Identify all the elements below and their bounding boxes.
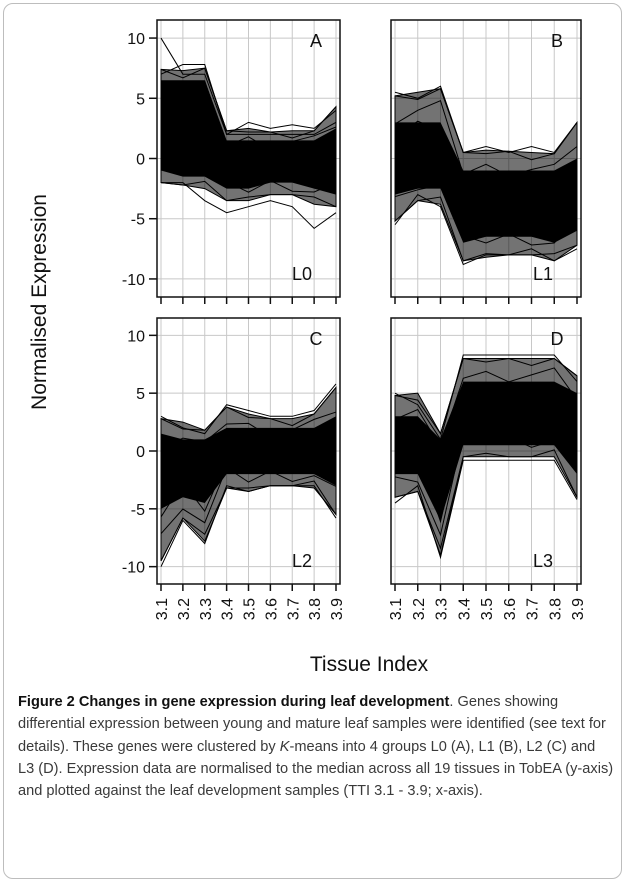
x-tick-label: 3.5 xyxy=(479,598,496,620)
gene-trace xyxy=(160,180,337,208)
x-tick-label: 3.6 xyxy=(263,598,280,620)
y-tick-label: 0 xyxy=(136,444,145,461)
gene-trace xyxy=(160,142,337,188)
gene-trace-outlier xyxy=(160,37,337,135)
x-tick-label: 3.8 xyxy=(547,598,564,620)
expression-core xyxy=(395,122,577,243)
gene-trace xyxy=(160,118,336,174)
x-tick-label: 3.8 xyxy=(307,598,324,620)
gene-trace xyxy=(394,383,578,480)
gene-trace-outlier xyxy=(160,64,337,136)
gene-trace xyxy=(160,80,337,151)
gene-trace xyxy=(394,400,578,493)
gene-trace xyxy=(394,367,578,449)
cluster-label: L3 xyxy=(533,551,553,571)
x-tick-label: 3.4 xyxy=(220,598,237,620)
gene-trace xyxy=(160,480,337,562)
gene-trace xyxy=(160,444,337,484)
caption-body-a: . Genes showing differential expression … xyxy=(18,694,606,755)
gene-trace xyxy=(160,425,337,472)
x-tick-label: 3.7 xyxy=(525,598,542,620)
x-tick-label: 3.4 xyxy=(456,598,473,620)
y-tick-label: 10 xyxy=(127,31,145,48)
panel-letter: A xyxy=(310,31,322,51)
caption-body-b: -means into 4 groups L0 (A), L1 (B), L2 … xyxy=(18,738,614,800)
gene-trace xyxy=(160,466,337,535)
y-tick-label: -10 xyxy=(122,560,145,577)
x-tick-label: 3.3 xyxy=(198,598,215,620)
cluster-label: L2 xyxy=(292,551,312,571)
y-tick-label: -5 xyxy=(131,212,145,229)
gene-trace-outlier xyxy=(161,182,337,230)
gene-trace xyxy=(394,142,578,215)
gene-trace xyxy=(394,120,578,194)
x-tick-label: 3.9 xyxy=(570,598,587,620)
caption-title: Figure 2 Changes in gene expression duri… xyxy=(18,694,450,710)
x-tick-label: 3.9 xyxy=(329,598,346,620)
y-tick-label: -5 xyxy=(131,502,145,519)
gene-trace xyxy=(394,87,578,161)
panel-a: A L0 10 5 0 -5 -10 xyxy=(122,19,341,304)
figure-frame xyxy=(3,3,622,879)
panel-letter: D xyxy=(551,329,564,349)
gene-trace xyxy=(394,357,578,435)
panel-letter: C xyxy=(310,329,323,349)
gene-trace xyxy=(394,432,578,537)
x-tick-label: 3.7 xyxy=(285,598,302,620)
figure-caption: Figure 2 Changes in gene expression duri… xyxy=(18,691,614,802)
gene-trace xyxy=(160,100,337,161)
panel-c: C L2 10 5 0 -5 -10 3.1 3.2 3.3 3.4 3.5 3.6 3.7 3.8 3.9 xyxy=(122,317,346,620)
x-tick-label: 3.6 xyxy=(502,598,519,620)
gene-trace xyxy=(160,159,337,193)
expression-core xyxy=(161,416,336,509)
x-tick-label: 3.1 xyxy=(154,598,171,620)
gene-trace xyxy=(394,160,578,234)
panel-d: D L3 3.1 3.2 3.3 3.4 3.5 3.6 3.7 3.8 3.9 xyxy=(388,317,587,620)
gene-trace xyxy=(394,100,578,177)
gene-trace xyxy=(394,196,578,262)
gene-trace-outlier xyxy=(394,459,578,560)
y-axis-title: Normalised Expression xyxy=(28,194,51,410)
y-tick-label: 5 xyxy=(136,91,145,108)
y-tick-label: -10 xyxy=(122,272,145,289)
caption-kmeans: K xyxy=(279,738,290,755)
gene-trace-outlier xyxy=(160,383,337,435)
gene-trace-outlier xyxy=(394,193,578,266)
gene-trace-outlier xyxy=(160,485,337,567)
panel-b: B L1 xyxy=(390,19,582,304)
x-axis-title: Tissue Index xyxy=(310,653,429,676)
x-tick-label: 3.2 xyxy=(411,598,428,620)
x-tick-label: 3.2 xyxy=(176,598,193,620)
gene-trace-outlier xyxy=(394,85,578,154)
faceted-line-chart: A L0 10 5 0 -5 -10 B L1 C L2 10 5 0 -5 -10 3.1 3.2 3.3 3.4 3… xyxy=(28,19,587,676)
expression-core xyxy=(395,381,577,521)
cluster-label: L1 xyxy=(533,264,553,284)
gene-trace-outlier xyxy=(394,354,578,441)
gene-trace xyxy=(394,184,578,246)
y-tick-label: 5 xyxy=(136,386,145,403)
y-tick-label: 0 xyxy=(136,152,145,169)
cluster-label: L0 xyxy=(292,264,312,284)
gene-trace xyxy=(160,458,337,518)
gene-trace xyxy=(160,411,337,450)
gene-trace xyxy=(394,416,578,524)
x-tick-label: 3.5 xyxy=(242,598,259,620)
x-tick-label: 3.3 xyxy=(434,598,451,620)
x-tick-label: 3.1 xyxy=(388,598,405,620)
y-tick-label: 10 xyxy=(127,328,145,345)
panel-letter: B xyxy=(551,31,563,51)
